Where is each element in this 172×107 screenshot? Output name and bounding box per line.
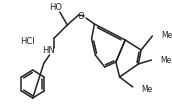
Text: Me: Me <box>160 56 171 65</box>
Text: HO: HO <box>50 2 63 11</box>
Text: Me: Me <box>161 31 172 41</box>
Text: O: O <box>77 11 84 21</box>
Text: HN: HN <box>42 45 55 54</box>
Text: HCl: HCl <box>21 37 35 47</box>
Text: Me: Me <box>141 85 152 94</box>
